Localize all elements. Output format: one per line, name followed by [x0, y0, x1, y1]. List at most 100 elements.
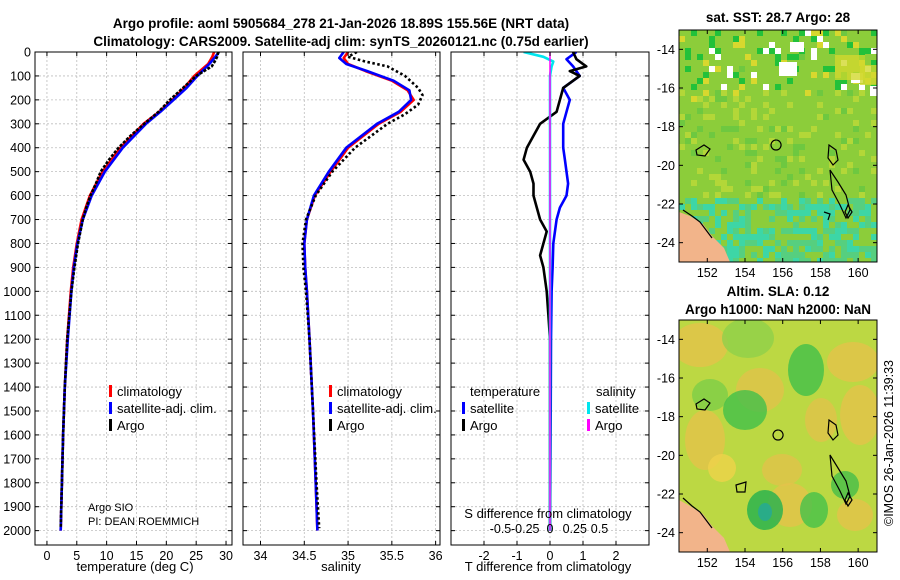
- sst-cell: [781, 258, 787, 262]
- sst-cell: [835, 240, 841, 246]
- map-y-tick-label: -14: [657, 333, 675, 347]
- sst-cell: [841, 36, 847, 42]
- sst-cell: [751, 114, 757, 120]
- sst-cell: [697, 126, 703, 132]
- y-tick-label: 300: [10, 117, 31, 131]
- sst-cell: [817, 192, 823, 198]
- sst-cell: [769, 108, 775, 114]
- sst-cell: [811, 54, 817, 60]
- sst-cell: [871, 258, 877, 262]
- sst-cell: [823, 204, 829, 210]
- sst-cell: [841, 138, 847, 144]
- sst-cell: [823, 30, 829, 36]
- sst-cell: [703, 102, 709, 108]
- y-tick-label: 900: [10, 261, 31, 275]
- sst-cell: [709, 114, 715, 120]
- sst-cell: [733, 126, 739, 132]
- sst-cell: [727, 66, 733, 72]
- sst-cell: [805, 198, 811, 204]
- sst-cell: [817, 204, 823, 210]
- sst-cell: [769, 234, 775, 240]
- sst-cell: [841, 144, 847, 150]
- sst-cell: [841, 84, 847, 90]
- sst-cell: [793, 150, 799, 156]
- sla-anomaly-blob: [692, 379, 728, 411]
- map-y-tick-label: -20: [657, 449, 675, 463]
- sst-cell: [715, 192, 721, 198]
- sst-cell: [805, 240, 811, 246]
- sst-cell: [811, 48, 817, 54]
- sst-cell: [823, 114, 829, 120]
- sst-cell: [841, 246, 847, 252]
- sst-cell: [835, 258, 841, 262]
- sst-cell: [823, 72, 829, 78]
- principal-investigator: PI: DEAN ROEMMICH: [88, 516, 199, 528]
- sst-cell: [703, 72, 709, 78]
- sst-cell: [685, 132, 691, 138]
- sst-cell: [775, 192, 781, 198]
- sst-cell: [817, 210, 823, 216]
- sst-cell: [733, 108, 739, 114]
- sst-cell: [811, 126, 817, 132]
- sst-cell: [829, 162, 835, 168]
- sst-cell: [781, 156, 787, 162]
- sst-cell: [811, 234, 817, 240]
- sst-cell: [847, 240, 853, 246]
- sst-cell: [847, 198, 853, 204]
- y-tick-label: 1500: [3, 404, 31, 418]
- sst-cell: [859, 246, 865, 252]
- sst-cell: [841, 204, 847, 210]
- sst-cell: [757, 192, 763, 198]
- sst-cell: [769, 216, 775, 222]
- sst-cell: [709, 132, 715, 138]
- series-line-satellite-adj-clim-: [302, 52, 413, 531]
- sst-cell: [799, 54, 805, 60]
- sst-cell: [805, 228, 811, 234]
- sst-cell: [871, 60, 877, 66]
- sst-cell: [829, 246, 835, 252]
- sst-cell: [703, 216, 709, 222]
- x-tick-label: 10: [100, 549, 114, 563]
- sst-cell: [781, 90, 787, 96]
- sla-map-title-line2: Argo h1000: NaN h2000: NaN: [685, 302, 871, 317]
- sst-cell: [835, 30, 841, 36]
- y-tick-label: 800: [10, 237, 31, 251]
- figure-title-line1: Argo profile: aoml 5905684_278 21-Jan-20…: [113, 16, 569, 31]
- sst-cell: [757, 48, 763, 54]
- sst-cell: [685, 54, 691, 60]
- sst-cell: [859, 90, 865, 96]
- x-tick-label: 0: [547, 549, 554, 563]
- x-tick-label: 20: [159, 549, 173, 563]
- sst-cell: [769, 204, 775, 210]
- sst-cell: [835, 186, 841, 192]
- sst-cell: [775, 168, 781, 174]
- sst-cell: [781, 162, 787, 168]
- difference-panel: -2 -1 0 1 2 -0.5 -0.25 0 0.25 0.5 S difference fr…: [450, 51, 650, 574]
- sst-cell: [763, 90, 769, 96]
- y-tick-label: 400: [10, 141, 31, 155]
- sst-cell: [727, 228, 733, 234]
- sst-cell: [733, 114, 739, 120]
- sst-cell: [745, 204, 751, 210]
- sst-cell: [829, 150, 835, 156]
- sst-cell: [679, 114, 685, 120]
- sst-cell: [715, 48, 721, 54]
- temperature-legend: climatology satellite-adj. clim. Argo: [109, 384, 217, 433]
- sst-cell: [709, 48, 715, 54]
- sst-cell: [787, 78, 793, 84]
- sst-cell: [787, 54, 793, 60]
- sst-cell: [739, 36, 745, 42]
- sst-cell: [739, 102, 745, 108]
- sst-cell: [871, 48, 877, 54]
- map-y-tick-label: -22: [657, 488, 675, 502]
- sst-cell: [781, 30, 787, 36]
- sla-land: [679, 500, 730, 552]
- sla-anomaly-blob: [805, 398, 837, 442]
- sst-cell: [715, 198, 721, 204]
- sst-cell: [793, 252, 799, 258]
- sst-cell: [793, 180, 799, 186]
- sst-cell: [823, 252, 829, 258]
- series-line-argo: [59, 52, 220, 529]
- sst-cell: [823, 228, 829, 234]
